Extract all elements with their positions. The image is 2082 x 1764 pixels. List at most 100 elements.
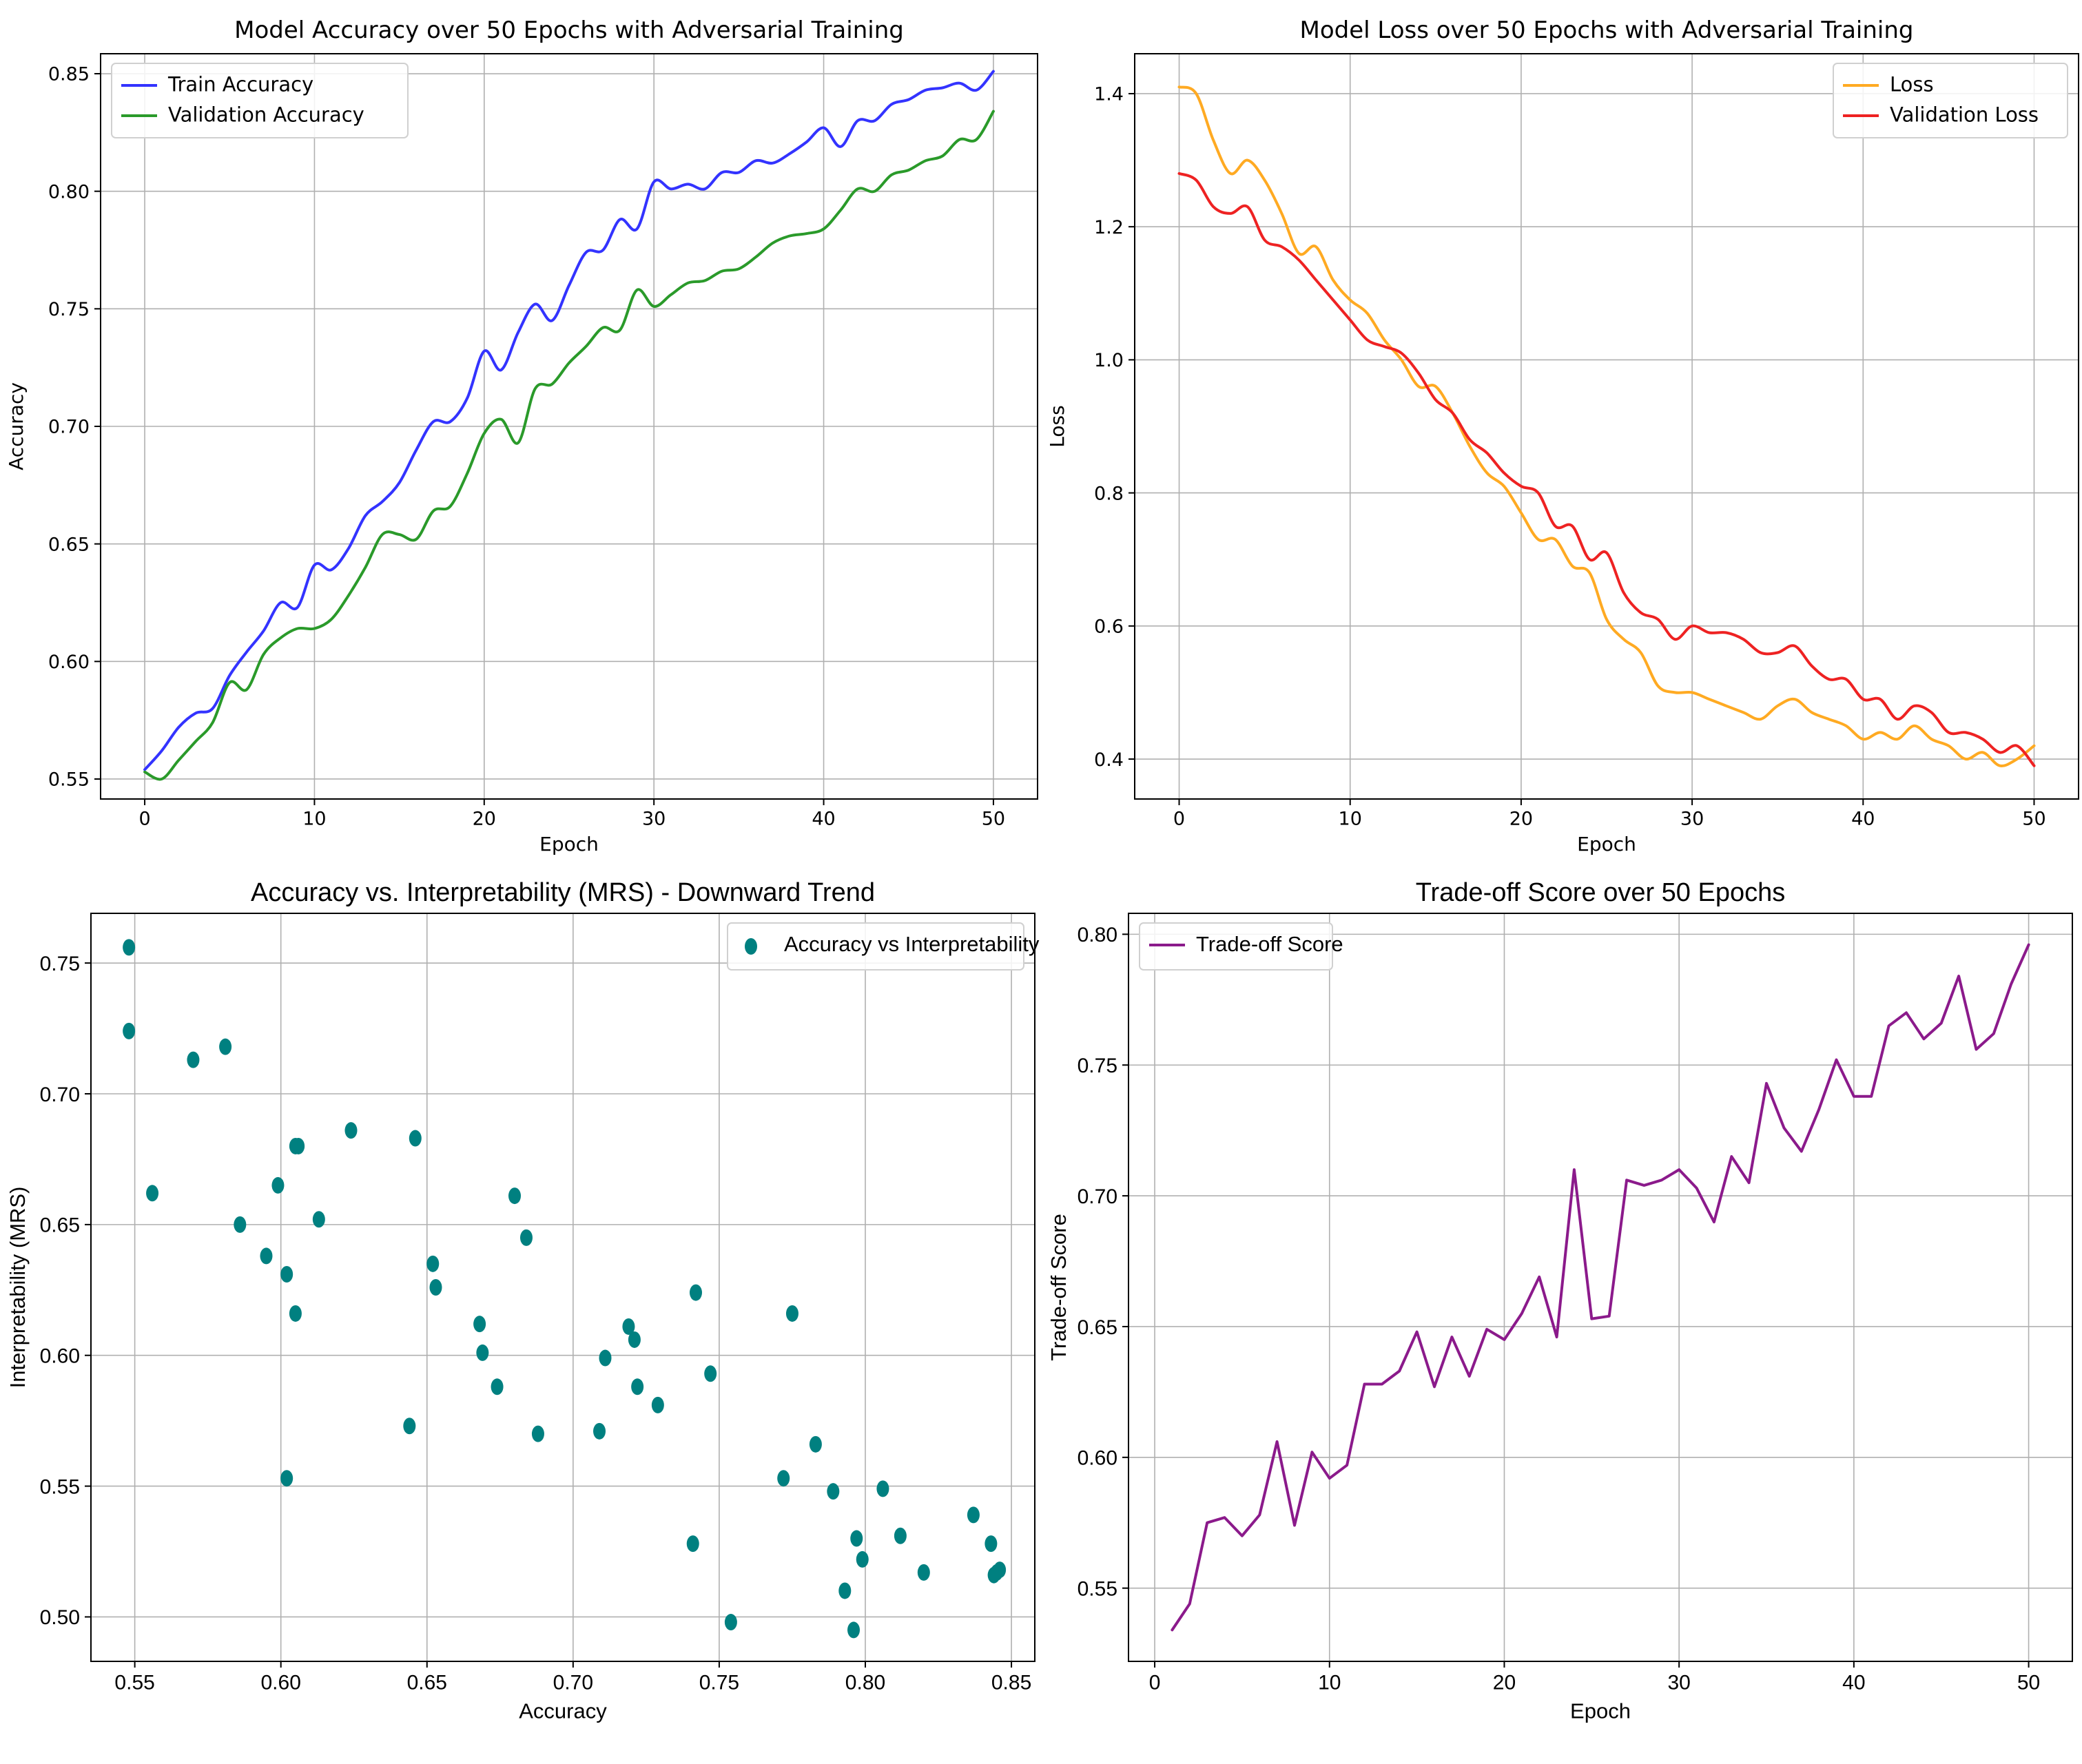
y-tick-label: 0.70 [40, 1083, 80, 1106]
x-tick-label: 50 [982, 808, 1005, 829]
legend-label: Validation Loss [1890, 103, 2039, 126]
x-tick-label: 0.75 [699, 1672, 739, 1694]
y-tick-label: 1.4 [1094, 84, 1124, 105]
tradeoff-chart: 0 10 20 30 40 50 0.55 0.60 0.65 0.70 0.75 0.80 Trade… [1047, 878, 2073, 1723]
plot-frame [1134, 53, 2079, 800]
y-tick-label: 1.2 [1094, 217, 1124, 238]
legend-label: Loss [1890, 72, 1934, 96]
scatter-point [847, 1621, 860, 1639]
scatter-point [686, 1535, 699, 1553]
legend-box [727, 922, 1024, 971]
x-tick-label: 10 [302, 808, 326, 829]
y-tick-label: 0.70 [48, 417, 90, 438]
y-tick-label: 0.4 [1094, 749, 1124, 771]
scatter-point [219, 1038, 232, 1055]
scatter-point [985, 1535, 998, 1553]
x-axis-label: Epoch [1570, 1699, 1631, 1723]
y-tick-label: 0.55 [40, 1475, 80, 1498]
gridlines [101, 54, 1038, 799]
plot-frame [1128, 913, 2073, 1662]
x-tick-label: 20 [1493, 1672, 1516, 1694]
x-tick-label: 0.70 [553, 1672, 593, 1694]
legend-marker [745, 938, 757, 955]
gridlines [1135, 54, 2079, 799]
y-tick-label: 0.80 [1078, 924, 1117, 946]
x-tick-label: 0 [138, 808, 150, 829]
y-axis-label: Loss [1046, 405, 1069, 447]
scatter-point [785, 1305, 798, 1322]
chart-title: Model Loss over 50 Epochs with Adversari… [1299, 17, 1913, 44]
gridlines [91, 913, 1035, 1661]
scatter-point [704, 1365, 717, 1382]
scatter-point [850, 1530, 863, 1547]
scatter-point [622, 1318, 635, 1335]
y-tick-label: 0.65 [40, 1214, 80, 1237]
scatter-point [403, 1418, 416, 1435]
y-tick-label: 0.50 [40, 1606, 80, 1629]
x-tick-label: 40 [1842, 1672, 1865, 1694]
scatter-point [344, 1122, 358, 1139]
x-tick-label: 20 [1509, 808, 1533, 829]
series-line-0 [1171, 943, 2030, 1632]
x-tick-label: 0.65 [407, 1672, 447, 1694]
x-tick-label: 0.55 [114, 1672, 154, 1694]
x-tick-label: 0.80 [845, 1672, 885, 1694]
y-tick-label: 0.55 [48, 769, 90, 791]
scatter-point [271, 1176, 285, 1194]
legend: Loss Validation Loss [1833, 63, 2068, 138]
series-line-0 [1177, 85, 2036, 767]
scatter-point [123, 939, 136, 956]
x-axis-label: Accuracy [519, 1699, 607, 1723]
tradeoff-chart-panel: 0 10 20 30 40 50 0.55 0.60 0.65 0.70 0.75 0.80 Trade… [1041, 868, 2082, 1761]
x-tick-label: 0 [1149, 1672, 1161, 1694]
scatter-chart-panel: 0.55 0.60 0.65 0.70 0.75 0.80 0.85 0.50 0.55 0.60… [0, 868, 1041, 1761]
y-tick-label: 0.65 [1078, 1316, 1117, 1339]
x-tick-label: 20 [473, 808, 496, 829]
scatter-point [993, 1561, 1007, 1579]
scatter-point [689, 1284, 702, 1301]
scatter-point [531, 1425, 544, 1442]
scatter-point [894, 1527, 907, 1544]
scatter-point [123, 1022, 136, 1039]
scatter-point [593, 1422, 606, 1440]
y-axis-label: Accuracy [5, 382, 28, 470]
x-tick-label: 30 [642, 808, 666, 829]
legend-label: Trade-off Score [1196, 932, 1343, 956]
scatter-point [187, 1051, 200, 1068]
data-marks [1177, 85, 2036, 767]
scatter-point [856, 1550, 869, 1568]
accuracy-chart: 0 10 20 30 40 50 0.55 0.60 0.65 0.70 0.75 0.80 0.85 M… [5, 17, 1038, 855]
x-tick-label: 50 [2017, 1672, 2040, 1694]
x-axis-label: Epoch [539, 833, 599, 855]
y-tick-label: 0.75 [40, 953, 80, 975]
scatter-point [519, 1229, 533, 1246]
series-line-0 [143, 70, 995, 771]
series-line-1 [1177, 172, 2036, 767]
scatter-point [631, 1378, 644, 1395]
data-marks [123, 939, 1007, 1639]
data-marks [143, 70, 995, 781]
scatter-point [234, 1216, 247, 1233]
scatter-point [628, 1331, 641, 1348]
x-tick-label: 50 [2022, 808, 2045, 829]
scatter-point [260, 1247, 273, 1265]
scatter-point [777, 1470, 790, 1487]
x-axis-label: Epoch [1577, 833, 1636, 855]
series-line-1 [143, 110, 995, 781]
scatter-point [409, 1130, 422, 1147]
scatter-point [809, 1435, 822, 1453]
y-tick-label: 0.60 [40, 1345, 80, 1368]
scatter-point [476, 1344, 489, 1361]
loss-chart: 0 10 20 30 40 50 0.4 0.6 0.8 1.0 1.2 1.4 Model Loss … [1046, 17, 2079, 855]
chart-title: Model Accuracy over 50 Epochs with Adver… [234, 17, 904, 44]
chart-title: Accuracy vs. Interpretability (MRS) - Do… [251, 878, 875, 907]
scatter-point [289, 1305, 302, 1322]
scatter-chart: 0.55 0.60 0.65 0.70 0.75 0.80 0.85 0.50 0.55 0.60… [6, 878, 1040, 1723]
accuracy-chart-panel: 0 10 20 30 40 50 0.55 0.60 0.65 0.70 0.75 0.80 0.85 M… [0, 0, 1041, 868]
scatter-point [146, 1185, 159, 1202]
scatter-point [967, 1506, 980, 1524]
loss-chart-panel: 0 10 20 30 40 50 0.4 0.6 0.8 1.0 1.2 1.4 Model Loss … [1041, 0, 2082, 868]
scatter-point [429, 1279, 442, 1296]
scatter-point [280, 1266, 293, 1283]
y-tick-label: 0.75 [1078, 1055, 1117, 1077]
